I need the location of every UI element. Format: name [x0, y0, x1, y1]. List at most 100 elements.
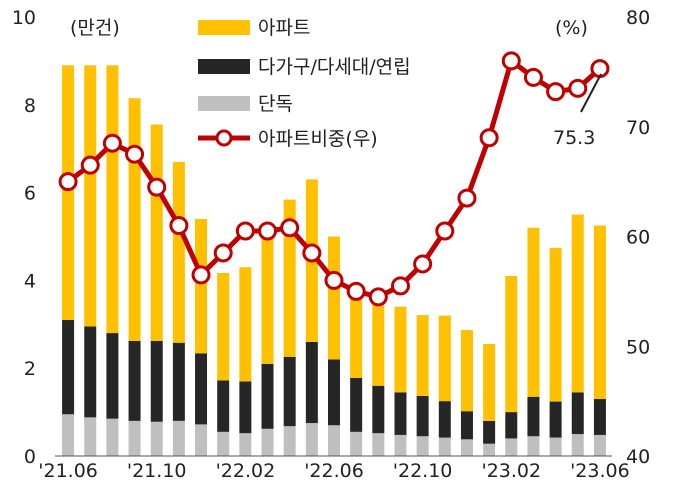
bar-apartment: [128, 98, 141, 341]
share-marker: [258, 221, 278, 241]
bar-multi-family: [593, 398, 606, 435]
bar-detached: [483, 443, 496, 456]
share-marker: [235, 221, 255, 241]
y-tick-label-right: 60: [626, 227, 650, 249]
share-marker: [147, 177, 167, 197]
y-tick-label-left: 4: [24, 270, 36, 292]
bar-multi-family: [62, 319, 75, 415]
bar-detached: [261, 428, 274, 456]
y-tick-label-right: 80: [626, 7, 650, 29]
share-marker: [413, 254, 433, 274]
bar-detached: [571, 434, 584, 456]
bar-multi-family: [394, 392, 407, 435]
share-marker: [169, 216, 189, 236]
share-marker: [191, 265, 211, 285]
legend-label-share: 아파트비중(우): [258, 128, 378, 150]
legend-label-detached: 단독: [258, 93, 293, 115]
y-axis-unit-right: (%): [555, 17, 588, 39]
bar-apartment: [350, 284, 363, 378]
bar-detached: [593, 434, 606, 456]
y-tick-label-left: 8: [24, 95, 36, 117]
bar-apartment: [172, 161, 185, 343]
bar-multi-family: [527, 396, 540, 437]
bar-detached: [438, 437, 451, 456]
bar-apartment: [505, 276, 518, 413]
bar-detached: [239, 433, 252, 456]
bar-detached: [62, 414, 75, 456]
legend-label-apartment: 아파트: [258, 17, 310, 39]
legend-swatch-detached: [198, 96, 250, 111]
bar-multi-family: [150, 340, 163, 422]
share-marker: [457, 188, 477, 208]
bar-detached: [527, 436, 540, 456]
share-marker: [280, 218, 300, 238]
bar-apartment: [593, 225, 606, 399]
bar-detached: [150, 421, 163, 456]
bar-apartment: [571, 214, 584, 393]
bar-multi-family: [505, 412, 518, 439]
bar-multi-family: [261, 363, 274, 429]
bar-apartment: [106, 65, 119, 334]
bar-apartment: [394, 306, 407, 393]
annotation-leader-line: [580, 73, 602, 113]
legend-marker-share: [215, 129, 233, 147]
share-marker: [368, 287, 388, 307]
bar-apartment: [416, 315, 429, 396]
bar-multi-family: [416, 395, 429, 437]
bar-detached: [283, 426, 296, 456]
bar-multi-family: [549, 401, 562, 438]
y-ticks-right: 40 50 60 70 80: [626, 7, 650, 468]
bar-apartment: [261, 223, 274, 364]
bar-apartment: [328, 236, 340, 360]
y-tick-label-left: 6: [24, 183, 36, 205]
y-tick-label-left: 0: [24, 446, 36, 468]
bar-multi-family: [195, 353, 208, 425]
y-tick-label-left: 2: [24, 358, 36, 380]
bar-detached: [128, 420, 141, 456]
share-marker: [324, 270, 344, 290]
bar-apartment: [527, 227, 540, 397]
bar-detached: [350, 431, 363, 456]
share-marker: [102, 133, 122, 153]
bar-multi-family: [372, 385, 385, 434]
share-marker: [390, 276, 410, 296]
share-marker: [501, 51, 521, 71]
legend: 아파트 다가구/다세대/연립 단독 아파트비중(우): [198, 17, 411, 150]
share-marker: [213, 243, 233, 263]
share-marker: [479, 128, 499, 148]
share-marker: [435, 221, 455, 241]
bar-detached: [217, 431, 230, 456]
bar-multi-family: [483, 420, 496, 444]
x-tick-label: '21.06: [38, 460, 98, 482]
y-tick-label-left: 10: [12, 7, 36, 29]
x-tick-label: '23.02: [481, 460, 541, 482]
bar-multi-family: [84, 326, 97, 418]
bar-multi-family: [350, 377, 363, 432]
annotation-last-value: 75.3: [553, 127, 595, 149]
bar-multi-family: [106, 333, 119, 419]
x-tick-label: '22.02: [216, 460, 276, 482]
bar-apartment: [283, 199, 296, 357]
x-tick-label: '22.06: [304, 460, 364, 482]
bar-apartment: [150, 124, 163, 341]
bar-detached: [305, 423, 318, 456]
bar-multi-family: [438, 401, 451, 438]
bar-multi-family: [283, 356, 296, 427]
bar-apartment: [372, 300, 385, 386]
bar-apartment: [84, 65, 97, 327]
bar-detached: [172, 420, 185, 456]
bar-multi-family: [460, 411, 473, 440]
bar-apartment: [483, 344, 496, 421]
bar-multi-family: [328, 359, 340, 426]
bar-detached: [328, 425, 340, 456]
bar-detached: [416, 436, 429, 456]
share-marker: [58, 172, 78, 192]
bar-apartment: [460, 330, 473, 412]
x-tick-label: '22.10: [393, 460, 453, 482]
bar-apartment: [239, 267, 252, 382]
share-marker: [125, 144, 145, 164]
x-ticks: '21.06 '21.10 '22.02 '22.06 '22.10 '23.02 '23.…: [38, 460, 629, 482]
bar-apartment: [195, 218, 208, 354]
bar-multi-family: [217, 380, 230, 432]
y-tick-label-right: 40: [626, 446, 650, 468]
